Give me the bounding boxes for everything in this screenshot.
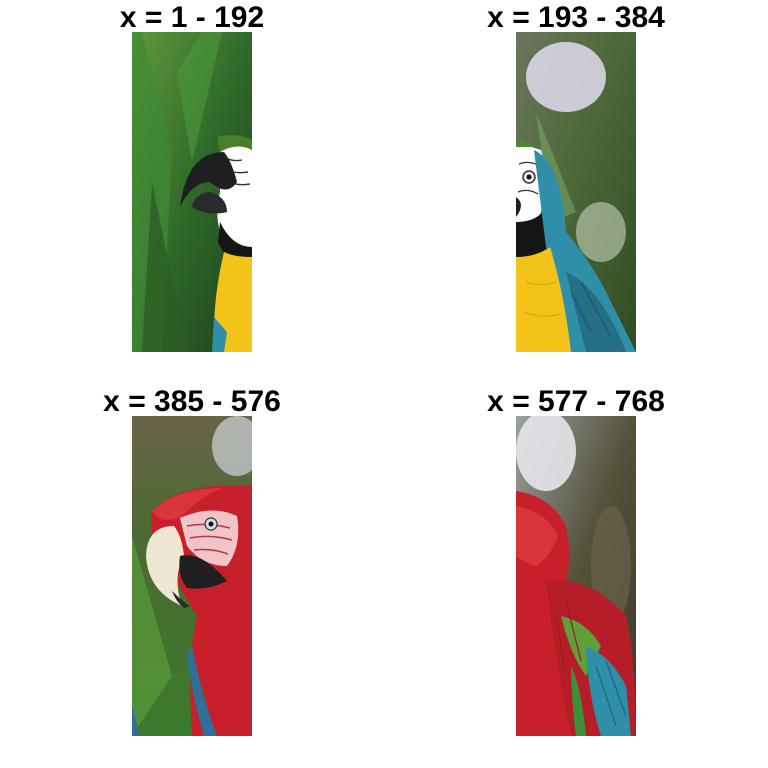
macaw-body-yellow-photo <box>516 32 636 352</box>
macaw-head-yellow-photo <box>132 32 252 352</box>
panel-title-1: x = 1 - 192 <box>119 1 265 34</box>
image-panel-2 <box>516 32 636 352</box>
macaw-head-red-photo <box>132 416 252 736</box>
panel-title-4: x = 577 - 768 <box>487 385 665 418</box>
panel-title-3: x = 385 - 576 <box>103 385 281 418</box>
image-panel-3 <box>132 416 252 736</box>
image-panel-4 <box>516 416 636 736</box>
panel-title-2: x = 193 - 384 <box>487 1 665 34</box>
image-panel-1 <box>132 32 252 352</box>
macaw-body-red-photo <box>516 416 636 736</box>
